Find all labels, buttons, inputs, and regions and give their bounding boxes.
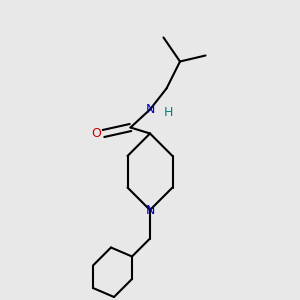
Text: H: H [163, 106, 173, 119]
Text: N: N [145, 103, 155, 116]
Text: N: N [145, 203, 155, 217]
Text: O: O [91, 127, 101, 140]
